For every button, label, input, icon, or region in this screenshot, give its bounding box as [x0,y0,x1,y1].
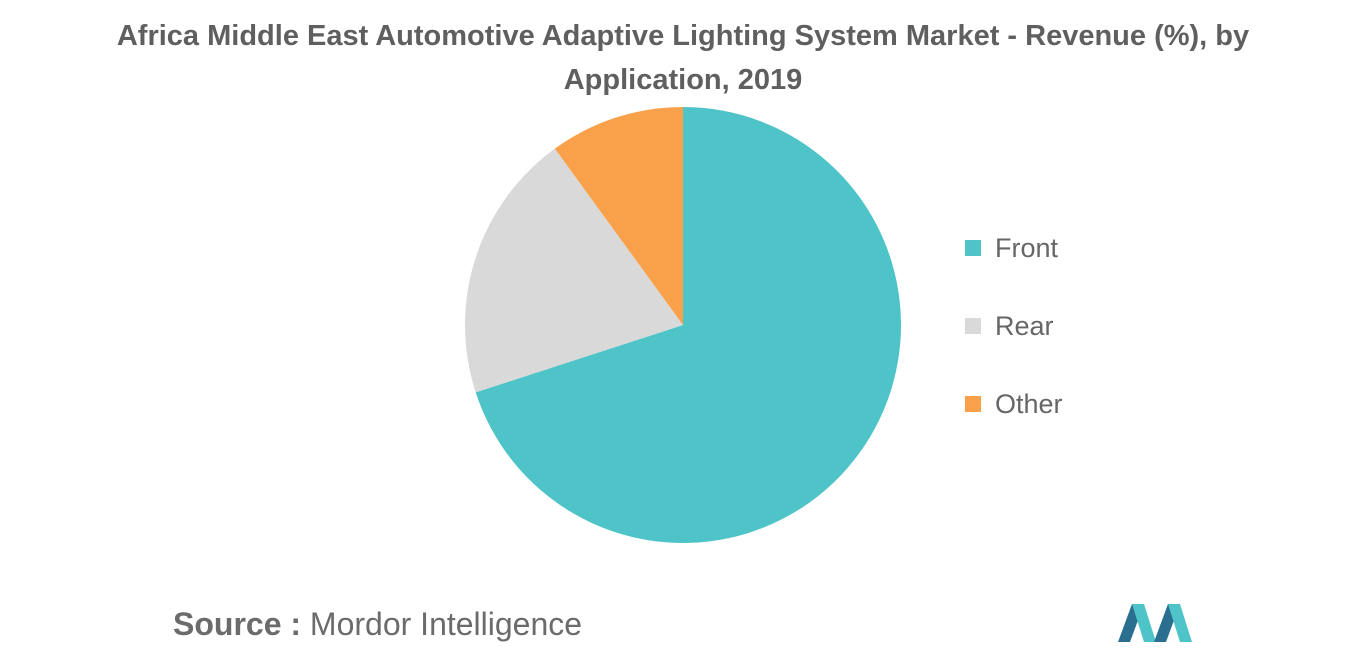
legend-swatch-other [965,396,981,412]
chart-title: Africa Middle East Automotive Adaptive L… [116,20,1250,96]
source-note: Source : Mordor Intelligence [173,606,582,643]
chart-legend: Front Rear Other [965,230,1063,464]
legend-label-front: Front [995,232,1059,263]
source-value: Mordor Intelligence [309,606,583,642]
source-label: Source : [173,606,302,642]
legend-item-front: Front [965,230,1063,266]
mordor-intelligence-logo-icon [1118,604,1192,642]
legend-label-rear: Rear [995,310,1054,341]
legend-item-rear: Rear [965,308,1063,344]
pie-slices [464,107,901,543]
pie-slice-other [554,107,683,325]
legend-swatch-front [965,240,981,256]
legend-label-other: Other [995,388,1063,419]
pie-slice-rear [464,148,683,393]
legend-swatch-rear [965,318,981,334]
legend-item-other: Other [965,386,1063,422]
pie-slice-front [475,107,901,543]
